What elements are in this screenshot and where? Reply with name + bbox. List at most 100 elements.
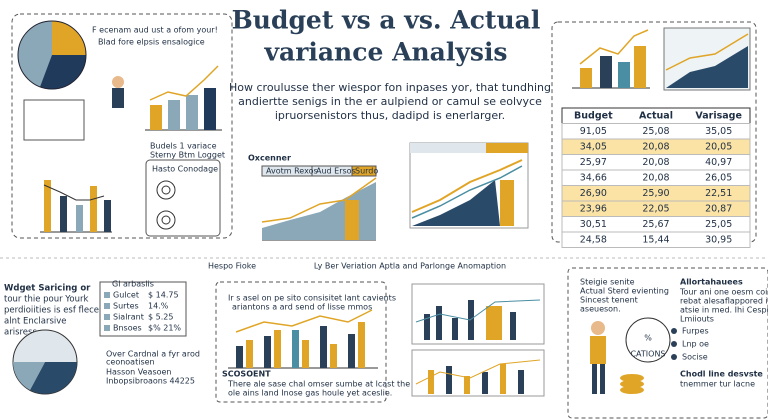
right-title: Allortahauees [680, 278, 743, 287]
list-name: Bnsoes [113, 324, 142, 333]
list-icon [104, 314, 110, 320]
column-header: Varisage [695, 110, 742, 121]
text-line: There ale sase chal omser sumbe at lcast… [227, 380, 410, 389]
table-cell: 30,95 [705, 234, 732, 245]
bullet [671, 354, 677, 360]
text-line: atsie in med. Ihi Cespon [680, 306, 768, 315]
table-cell: 15,44 [642, 234, 669, 245]
note-line: ceonoatisen [106, 358, 155, 367]
tab-label: Avotm Rexos [266, 167, 318, 176]
table-cell: 22,05 [642, 203, 669, 214]
value-list: Gulcet $ 14.75 Surtes 14.% Sialrant $ 5.25 Bns… [104, 291, 181, 333]
bullet [671, 341, 677, 347]
line-chart [409, 142, 529, 229]
section-label: Ly Ber Veriation Aptla and Parlonge Anom… [314, 262, 506, 271]
pie-illustration [12, 329, 78, 395]
table-cell: 25,97 [580, 157, 607, 168]
note-line: Over Cardnal a fyr arod [106, 350, 200, 359]
footer-line: Chodl line desvste [680, 370, 763, 379]
table-cell: 34,05 [580, 141, 607, 152]
variance-table: Budget Actual Varisage 91,05 25,08 35,05 34,05… [561, 107, 751, 248]
sub-title: SCOSOENT [222, 370, 271, 379]
legend-box [23, 99, 85, 141]
text-line: Steigie senite [580, 278, 635, 287]
table-cell: 25,67 [642, 219, 669, 230]
caption-line: Sterny Btm Logget [150, 151, 225, 160]
list-name: Surtes [113, 302, 139, 311]
footer-line: tnemmer tur lacne [680, 380, 755, 389]
text-line: aseueson. [580, 305, 621, 314]
table-cell: 20,08 [642, 141, 669, 152]
table-cell: 20,05 [705, 141, 732, 152]
svg-text:%: % [644, 334, 652, 343]
text-line: perdioiities is esf fleced [4, 306, 104, 316]
pie-illustration [17, 20, 87, 90]
table-cell: 20,08 [642, 157, 669, 168]
text-line: tour thie pour Yourk [4, 295, 88, 305]
intro-line: ipruorsenistors thus, dadipd is enerlarg… [275, 109, 505, 122]
list-icon [104, 292, 110, 298]
text-line: Actual Sterd evienting [580, 287, 669, 296]
card [145, 159, 221, 237]
text-line: Tour ani one oesm coisinue [679, 288, 768, 297]
heading-line: Blad fore elpsis ensalogice [98, 38, 205, 47]
list-icon [104, 325, 110, 331]
table-cell: 20,87 [705, 203, 732, 214]
column-header: Actual [639, 110, 673, 121]
tabs [261, 165, 377, 177]
title-line: Budget vs a vs. Actual [232, 6, 541, 35]
note-line: Inbopsibroaons 44225 [106, 377, 195, 386]
table-cell: 25,90 [642, 188, 669, 199]
table-cell: 34,66 [580, 172, 607, 183]
text-line: Sincest tenent [580, 296, 638, 305]
chart-title: Oxcenner [248, 154, 291, 163]
title-line: variance Analysis [263, 38, 507, 67]
table-row [561, 231, 751, 248]
text-line: arisress. [4, 328, 40, 338]
text-line: Lmiiouts [680, 315, 714, 324]
list-icon [104, 303, 110, 309]
list-name: Sialrant [113, 313, 144, 322]
table-cell: 22,51 [705, 188, 732, 199]
table-cell: 25,05 [705, 219, 732, 230]
intro-line: How croulusse ther wiespor fon inpases y… [229, 81, 551, 94]
text-line: rebat alesaflappored it It [680, 297, 768, 306]
list-value: $% 21% [148, 324, 181, 333]
table-cell: 24,58 [580, 234, 607, 245]
target-icons [156, 180, 176, 230]
mini-bar-chart [112, 65, 222, 131]
table-cell: 40,97 [705, 157, 732, 168]
bottom-chart [411, 283, 545, 397]
intro-line: andiertte senigs in the er aulpiend or c… [238, 95, 542, 108]
list-value: $ 14.75 [148, 291, 179, 300]
heading-line: F ecenam aud ust a ofom your! [92, 26, 218, 35]
table-cell: 26,90 [580, 188, 607, 199]
badge: CATIONS [630, 350, 665, 359]
note-line: Hasson Veasoen [106, 368, 172, 377]
table-cell: 25,08 [642, 126, 669, 137]
bullet [671, 328, 677, 334]
text-line: Wdget Saricing or [4, 284, 91, 294]
list-box [99, 281, 187, 337]
panel-frame [567, 267, 768, 419]
column-header: Budget [574, 110, 613, 121]
list-value: $ 5.25 [148, 313, 173, 322]
panel-frame [215, 281, 387, 403]
panel-frame [11, 13, 233, 239]
text-line: alnt Enclarsive [4, 317, 67, 327]
table-cell: 23,96 [580, 203, 607, 214]
list-name: Gulcet [113, 291, 139, 300]
list-title: Gl arbaslis [112, 280, 154, 289]
text-line: ariantons a ard send of lisse mmos [232, 303, 372, 312]
tab-label: Surdo [355, 167, 378, 176]
text-line: Ir s asel on pe sito consisitet lant cav… [228, 294, 396, 303]
item: Furpes [682, 327, 709, 336]
item: Socise [682, 353, 708, 362]
table-cell: 35,05 [705, 126, 732, 137]
tab-label: Aud Ersos [316, 167, 356, 176]
table-cell: 91,05 [580, 126, 607, 137]
table-cell: 26,05 [705, 172, 732, 183]
list-value: 14.% [148, 302, 169, 311]
section-label: Hespo Fioke [208, 262, 256, 271]
